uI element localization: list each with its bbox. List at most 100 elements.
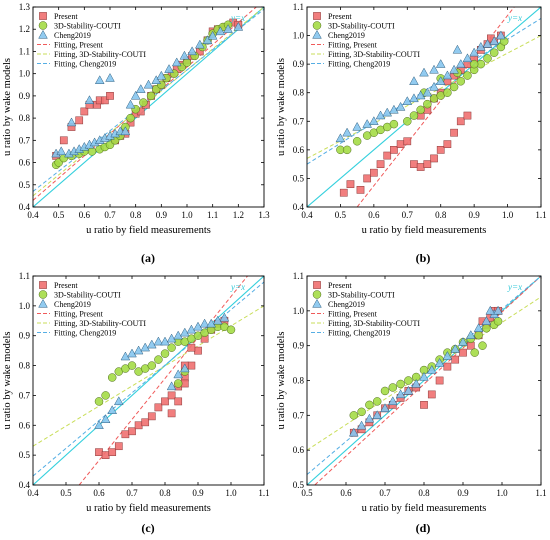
x-tick-label: 1.3 <box>258 210 270 220</box>
data-point <box>363 174 372 183</box>
x-axis-label: u ratio by field measurements <box>86 225 211 236</box>
data-point <box>346 180 355 188</box>
data-point <box>140 342 151 352</box>
data-point <box>215 26 226 36</box>
legend-entry: Present <box>54 281 78 290</box>
data-point <box>443 140 452 148</box>
legend-marker <box>312 21 322 30</box>
data-point <box>395 101 406 111</box>
data-point <box>167 343 176 352</box>
data-point <box>389 119 399 129</box>
data-point <box>382 107 393 117</box>
data-point <box>342 127 352 137</box>
data-point <box>435 376 444 385</box>
yx-label: y=x <box>230 282 245 292</box>
x-tick-label: 0.8 <box>418 488 430 498</box>
y-tick-label: 1.3 <box>19 2 31 12</box>
x-tick-label: 0.7 <box>402 210 414 220</box>
data-point <box>139 98 148 107</box>
data-point <box>195 39 205 49</box>
data-point <box>430 154 438 163</box>
x-tick-label: 0.7 <box>126 488 138 498</box>
data-point <box>107 405 118 415</box>
data-point <box>481 316 492 325</box>
y-tick-label: 1.0 <box>293 31 305 41</box>
x-tick-label: 0.8 <box>435 210 447 220</box>
data-point <box>94 75 105 84</box>
panel-c: 0.4 0.5 0.6 0.7 0.8 0.9 1.0 1.1 0.4 0.5 0.6 0.7 0.8 0… <box>2 271 270 535</box>
data-point <box>194 346 202 355</box>
data-point <box>403 137 412 146</box>
data-point <box>436 146 445 154</box>
data-point <box>101 96 109 105</box>
legend-entry: Fitting, Present <box>328 41 378 50</box>
y-tick-label: 0.6 <box>293 145 305 155</box>
data-point <box>121 430 130 439</box>
data-point <box>348 427 359 437</box>
y-tick-label: 1.1 <box>293 271 304 281</box>
legend-entry: 3D-Stability-COUTI <box>54 291 121 300</box>
data-point <box>459 348 467 357</box>
x-tick-label: 0.8 <box>130 210 142 220</box>
data-point <box>154 403 163 412</box>
fit-line-0 <box>78 276 248 485</box>
data-point <box>458 337 468 346</box>
data-point <box>493 305 503 315</box>
data-point <box>171 57 182 67</box>
legend-marker <box>312 29 322 39</box>
data-point <box>233 21 244 31</box>
y-tick-label: 0.7 <box>19 135 31 145</box>
data-point <box>456 77 466 86</box>
y-tick-label: 0.9 <box>19 331 31 341</box>
x-tick-label: 0.7 <box>379 488 391 498</box>
data-point <box>356 420 367 430</box>
legend-marker <box>38 298 48 308</box>
data-point <box>389 104 399 114</box>
y-tick-label: 1.2 <box>19 24 30 34</box>
data-point <box>160 349 170 358</box>
data-point <box>151 75 162 84</box>
y-tick-label: 0.9 <box>19 91 31 101</box>
y-tick-label: 1.1 <box>19 46 30 56</box>
x-axis-label: u ratio by field measurements <box>362 225 487 236</box>
data-point <box>113 396 124 406</box>
data-point <box>125 99 136 109</box>
data-point <box>465 330 476 339</box>
legend-marker <box>312 290 322 299</box>
data-point <box>463 71 472 80</box>
legend: Present3D-Stability-COUTICheng2019Fittin… <box>37 12 146 69</box>
data-point <box>182 58 192 67</box>
legend-entry: Present <box>328 12 352 21</box>
data-point <box>167 409 176 418</box>
data-point <box>442 350 453 360</box>
legend-entry: Cheng2019 <box>54 31 91 40</box>
y-tick-label: 0.6 <box>19 420 31 430</box>
data-point <box>146 339 157 349</box>
fit-line-0 <box>33 7 258 201</box>
data-point <box>134 421 143 430</box>
data-point <box>362 119 372 128</box>
data-point <box>143 79 154 89</box>
data-point <box>409 93 419 103</box>
legend-entry: Cheng2019 <box>328 300 365 309</box>
data-point <box>419 67 429 77</box>
data-point <box>450 344 461 353</box>
data-point <box>161 397 169 406</box>
data-point <box>352 121 362 131</box>
data-point <box>335 133 346 143</box>
data-point <box>166 381 177 391</box>
data-point <box>473 323 484 332</box>
data-point <box>434 357 445 367</box>
data-point <box>75 116 84 125</box>
y-tick-label: 0.7 <box>293 410 305 420</box>
x-tick-label: 0.9 <box>457 488 469 498</box>
data-point <box>452 44 463 54</box>
data-point <box>493 317 503 326</box>
legend: Present3D-Stability-COUTICheng2019Fittin… <box>37 281 146 338</box>
legend-entry: Fitting, Present <box>328 310 378 319</box>
x-tick-label: 1.1 <box>258 488 269 498</box>
data-point <box>187 361 196 370</box>
data-point <box>130 90 141 100</box>
data-point <box>153 336 164 346</box>
